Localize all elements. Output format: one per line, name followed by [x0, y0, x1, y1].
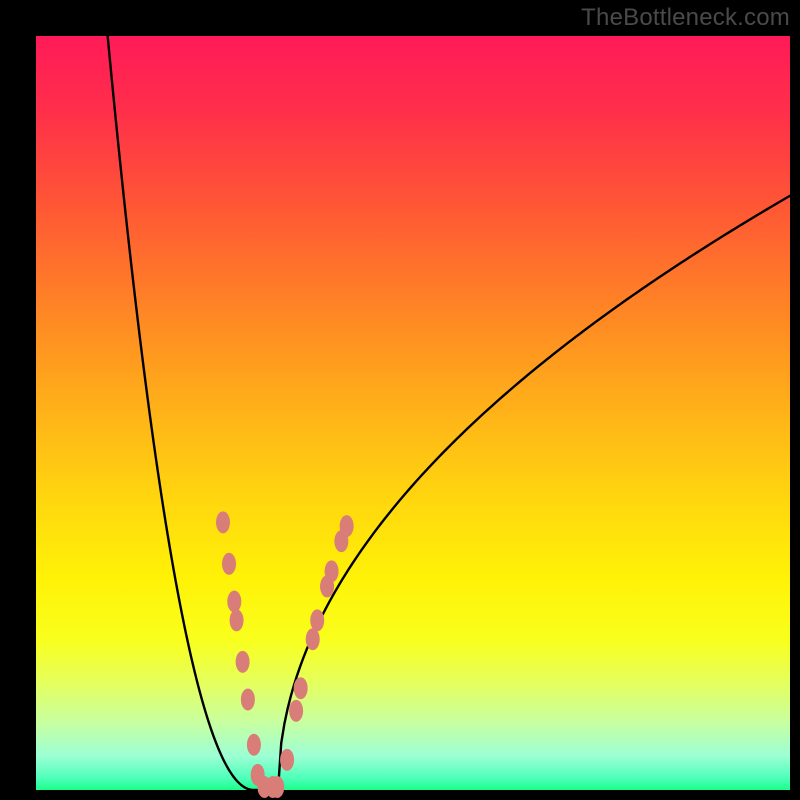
curve-marker-right — [340, 515, 354, 537]
curve-marker-right — [294, 677, 308, 699]
curve-marker-right — [306, 628, 320, 650]
curve-marker-left — [222, 553, 236, 575]
curve-marker-left — [230, 609, 244, 631]
bottleneck-curve-chart — [0, 0, 800, 800]
curve-marker-right — [310, 609, 324, 631]
curve-marker-left — [216, 511, 230, 533]
chart-container: TheBottleneck.com — [0, 0, 800, 800]
curve-marker-left — [241, 689, 255, 711]
curve-marker-right — [325, 560, 339, 582]
curve-marker-right — [280, 749, 294, 771]
watermark-text: TheBottleneck.com — [581, 4, 790, 32]
curve-marker-right — [289, 700, 303, 722]
curve-marker-left — [227, 591, 241, 613]
curve-marker-left — [270, 776, 284, 798]
curve-marker-left — [236, 651, 250, 673]
curve-marker-left — [247, 734, 261, 756]
